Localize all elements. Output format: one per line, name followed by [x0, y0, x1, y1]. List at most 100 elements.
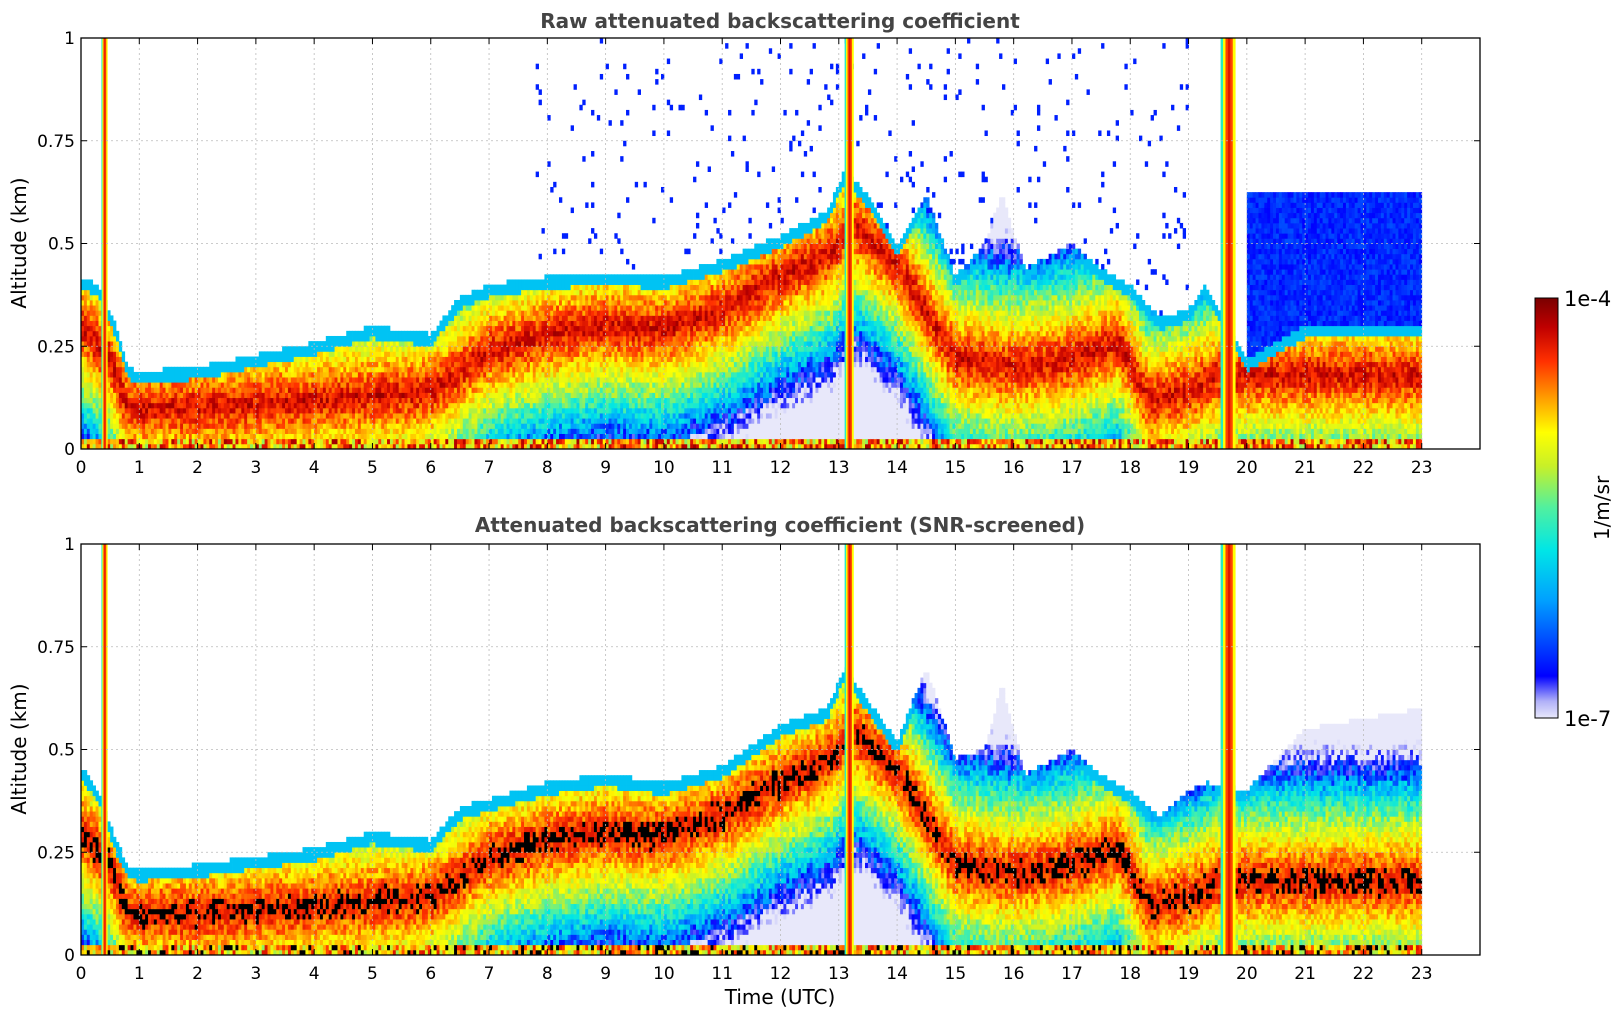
- heatmap-cell: [535, 351, 539, 357]
- heatmap-cell: [506, 320, 510, 327]
- heatmap-cell: [285, 382, 289, 388]
- heatmap-cell: [477, 402, 481, 409]
- heatmap-cell: [442, 315, 446, 321]
- heatmap-cell: [95, 341, 99, 347]
- heatmap-cell: [512, 310, 516, 316]
- heatmap-cell: [247, 413, 251, 419]
- heatmap-cell: [518, 407, 522, 414]
- heatmap-cell: [130, 371, 134, 378]
- heatmap-cell: [611, 274, 615, 280]
- heatmap-cell: [471, 413, 475, 419]
- heatmap-cell: [416, 413, 420, 419]
- heatmap-cell: [150, 428, 155, 434]
- heatmap-cell: [550, 300, 554, 306]
- heatmap-cell: [293, 351, 298, 357]
- heatmap-cell: [524, 356, 528, 363]
- heatmap-cell: [110, 433, 114, 440]
- heatmap-cell: [384, 377, 388, 383]
- heatmap-cell: [92, 382, 96, 388]
- heatmap-cell: [389, 335, 394, 342]
- heatmap-cell: [524, 346, 528, 352]
- heatmap-cell: [524, 366, 528, 373]
- heatmap-cell: [270, 438, 274, 445]
- heatmap-cell: [346, 371, 350, 378]
- heatmap-cell: [118, 356, 123, 363]
- heatmap-cell: [500, 351, 505, 357]
- heatmap-cell: [118, 377, 123, 383]
- heatmap-column: [229, 361, 233, 449]
- heatmap-cell: [89, 315, 94, 321]
- heatmap-cell: [591, 294, 595, 301]
- heatmap-cell: [576, 341, 580, 347]
- heatmap-cell: [561, 387, 566, 393]
- heatmap-cell: [92, 341, 96, 347]
- heatmap-cell: [110, 361, 114, 368]
- heatmap-cell: [89, 351, 94, 357]
- heatmap-cell: [465, 310, 470, 316]
- heatmap-cell: [118, 407, 123, 414]
- heatmap-cell: [392, 377, 397, 383]
- heatmap-cell: [547, 310, 551, 316]
- heatmap-cell: [486, 284, 490, 291]
- heatmap-cell: [197, 397, 201, 404]
- heatmap-cell: [468, 315, 472, 321]
- heatmap-cell: [634, 274, 639, 280]
- heatmap-cell: [567, 341, 572, 347]
- heatmap-cell: [81, 300, 85, 306]
- heatmap-cell: [320, 356, 324, 363]
- heatmap-cell: [427, 407, 432, 414]
- heatmap-cell: [506, 402, 510, 409]
- heatmap-cell: [605, 330, 609, 337]
- heatmap-cell: [462, 428, 467, 434]
- heatmap-cell: [567, 433, 572, 440]
- heatmap-cell: [395, 438, 400, 445]
- heatmap-cell: [118, 392, 123, 399]
- heatmap-cell: [287, 428, 292, 434]
- heatmap-cell: [550, 428, 554, 434]
- heatmap-cell: [308, 392, 312, 399]
- heatmap-column: [247, 356, 251, 449]
- heatmap-cell: [439, 361, 443, 368]
- heatmap-cell: [107, 418, 111, 424]
- heatmap-cell: [611, 361, 615, 368]
- heatmap-cell: [171, 423, 175, 429]
- heatmap-cell: [398, 433, 402, 440]
- heatmap-cell: [404, 397, 408, 404]
- heatmap-cell: [579, 397, 583, 404]
- heatmap-cell: [369, 413, 373, 419]
- heatmap-column: [118, 341, 123, 449]
- heatmap-cell: [631, 377, 636, 383]
- heatmap-cell: [372, 341, 376, 347]
- heatmap-cell: [395, 335, 400, 342]
- heatmap-cell: [456, 428, 461, 434]
- heatmap-cell: [582, 387, 586, 393]
- heatmap-cell: [81, 371, 85, 378]
- heatmap-cell: [346, 387, 350, 393]
- heatmap-column: [325, 335, 330, 449]
- heatmap-cell: [241, 402, 245, 409]
- heatmap-cell: [524, 335, 528, 342]
- heatmap-cell: [413, 443, 417, 449]
- heatmap-cell: [322, 366, 327, 373]
- heatmap-cell: [162, 377, 166, 383]
- heatmap-cell: [538, 387, 542, 393]
- heatmap-cell: [553, 320, 557, 327]
- heatmap-cell: [509, 433, 513, 440]
- heatmap-cell: [226, 443, 231, 449]
- heatmap-cell: [503, 346, 507, 352]
- heatmap-cell: [410, 438, 414, 445]
- heatmap-cell: [334, 371, 338, 378]
- heatmap-cell: [229, 377, 233, 383]
- heatmap-cell: [599, 294, 604, 301]
- heatmap-column: [81, 279, 85, 449]
- heatmap-cell: [375, 402, 379, 409]
- heatmap-cell: [617, 361, 621, 368]
- heatmap-cell: [244, 438, 248, 445]
- heatmap-cell: [86, 279, 91, 285]
- heatmap-cell: [223, 387, 228, 393]
- heatmap-cell: [86, 335, 91, 342]
- heatmap-cell: [526, 407, 531, 414]
- heatmap-cell: [328, 361, 333, 368]
- heatmap-cell: [206, 387, 210, 393]
- heatmap-cell: [267, 423, 271, 429]
